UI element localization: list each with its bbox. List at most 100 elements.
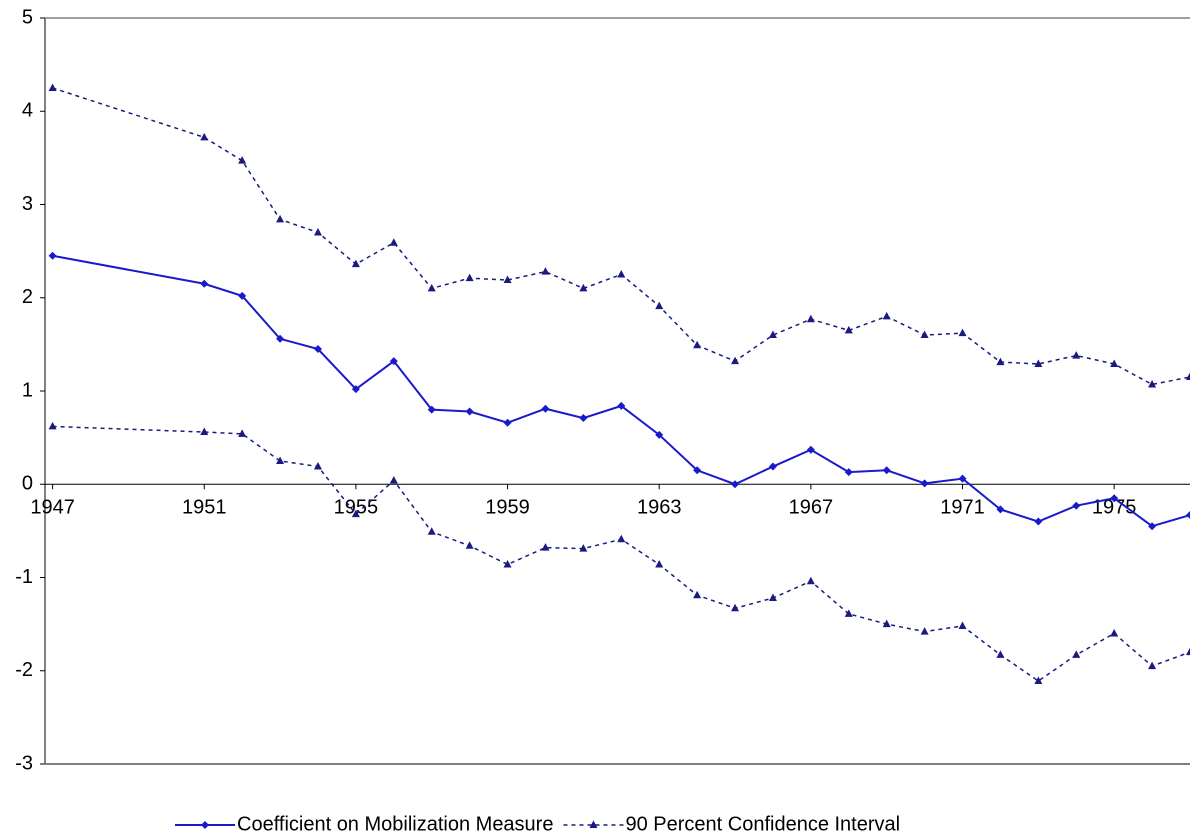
point-marker	[465, 541, 474, 549]
point-marker	[996, 357, 1005, 366]
point-marker	[389, 357, 398, 366]
point-marker	[1072, 650, 1081, 658]
y-tick-label: 1	[22, 379, 33, 401]
point-marker	[1072, 351, 1081, 359]
point-marker	[1186, 647, 1190, 656]
point-marker	[1034, 676, 1043, 685]
point-marker	[731, 603, 740, 612]
point-marker	[238, 291, 247, 300]
point-marker	[1034, 517, 1043, 526]
point-marker	[238, 156, 247, 164]
point-marker	[958, 474, 967, 483]
point-marker	[503, 275, 512, 284]
x-tick-label: 1963	[637, 497, 682, 519]
point-marker	[579, 414, 588, 423]
point-marker	[200, 279, 209, 288]
point-marker	[1186, 372, 1190, 381]
point-marker	[731, 480, 740, 489]
point-marker	[920, 479, 929, 488]
point-marker	[882, 466, 891, 475]
point-marker	[617, 534, 626, 543]
point-marker	[768, 462, 777, 471]
y-tick-label: -2	[15, 659, 33, 681]
point-marker	[427, 405, 436, 414]
point-marker	[617, 269, 626, 278]
legend-label: Coefficient on Mobilization Measure	[237, 813, 553, 835]
point-marker	[996, 650, 1005, 658]
point-marker	[996, 505, 1005, 514]
point-marker	[1148, 522, 1157, 531]
point-marker	[276, 334, 285, 343]
point-marker	[541, 543, 550, 551]
point-marker	[882, 619, 891, 628]
point-marker	[693, 590, 702, 599]
point-marker	[920, 627, 929, 635]
point-marker	[465, 407, 474, 416]
point-marker	[655, 301, 664, 310]
point-marker	[693, 340, 702, 349]
point-marker	[1034, 359, 1043, 367]
legend: Coefficient on Mobilization Measure 90 Pe…	[175, 813, 900, 835]
point-marker	[200, 132, 209, 141]
x-tick-label: 1947	[30, 497, 75, 519]
point-marker	[427, 527, 436, 535]
point-marker	[48, 421, 57, 430]
point-marker	[200, 427, 209, 436]
point-marker	[768, 593, 777, 602]
point-marker	[541, 404, 550, 413]
point-marker	[1148, 661, 1157, 670]
point-marker	[465, 273, 474, 282]
point-marker	[920, 330, 929, 339]
ci-lower-line	[52, 425, 1190, 682]
point-marker	[503, 559, 512, 568]
point-marker	[351, 259, 360, 268]
point-marker	[1110, 494, 1119, 503]
y-tick-label: 5	[22, 6, 33, 28]
point-marker	[844, 468, 853, 477]
point-marker	[351, 509, 360, 518]
legend-marker	[201, 821, 209, 829]
x-tick-label: 1967	[789, 497, 834, 519]
point-marker	[655, 559, 664, 568]
point-marker	[351, 385, 360, 394]
point-marker	[48, 83, 57, 91]
point-marker	[48, 251, 57, 260]
point-marker	[427, 283, 436, 292]
x-tick-label: 1955	[334, 497, 379, 519]
point-marker	[1072, 501, 1081, 510]
point-marker	[958, 328, 967, 337]
point-marker	[276, 456, 285, 464]
point-marker	[313, 227, 322, 236]
point-marker	[1110, 628, 1119, 637]
point-marker	[806, 445, 815, 454]
x-tick-label: 1975	[1092, 497, 1137, 519]
legend-label: 90 Percent Confidence Interval	[625, 813, 900, 835]
point-marker	[1186, 511, 1190, 520]
point-marker	[389, 238, 398, 246]
legend-marker	[589, 820, 598, 828]
point-marker	[844, 609, 853, 617]
point-marker	[1148, 379, 1157, 388]
point-marker	[693, 466, 702, 475]
y-tick-label: 0	[22, 473, 33, 495]
point-marker	[389, 476, 398, 484]
y-tick-label: 2	[22, 286, 33, 308]
point-marker	[617, 401, 626, 410]
point-marker	[276, 214, 285, 223]
point-marker	[806, 314, 815, 323]
point-marker	[503, 418, 512, 427]
x-tick-label: 1971	[940, 497, 985, 519]
point-marker	[882, 311, 891, 320]
point-marker	[541, 267, 550, 275]
point-marker	[1110, 359, 1119, 367]
point-marker	[768, 330, 777, 339]
x-tick-label: 1959	[485, 497, 530, 519]
point-marker	[958, 621, 967, 629]
point-marker	[806, 576, 815, 585]
ci-upper-line	[52, 87, 1190, 386]
point-marker	[238, 429, 247, 437]
point-marker	[579, 283, 588, 292]
point-marker	[313, 345, 322, 354]
y-tick-label: 3	[22, 193, 33, 215]
